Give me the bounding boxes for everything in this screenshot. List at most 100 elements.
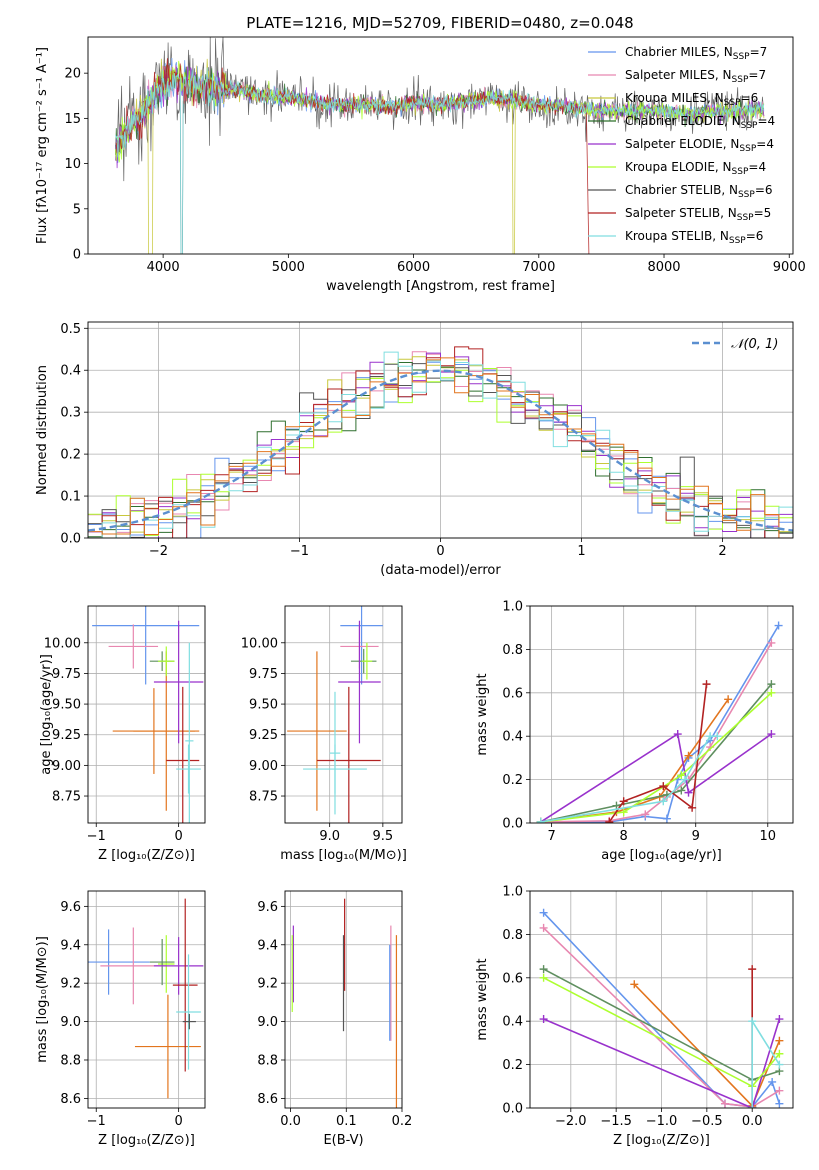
plot-area bbox=[115, 37, 765, 254]
y-tick-label: 9.2 bbox=[257, 977, 278, 992]
x-tick-label: 10 bbox=[760, 829, 777, 844]
legend-entry: Kroupa ELODIE, NSSP=4 bbox=[625, 160, 766, 177]
y-tick-label: 0.4 bbox=[60, 364, 81, 379]
data-point-marker bbox=[684, 788, 693, 797]
x-tick-label: 9 bbox=[692, 829, 700, 844]
legend: Chabrier MILES, NSSP=7 Salpeter MILES, NS… bbox=[588, 45, 775, 246]
x-axis-label: (data-model)/error bbox=[380, 563, 501, 578]
data-point-marker bbox=[702, 680, 711, 689]
data-point-marker bbox=[677, 786, 686, 795]
y-tick-label: 0.0 bbox=[502, 817, 523, 832]
spectrum-line bbox=[115, 67, 765, 254]
y-tick-label: 0.2 bbox=[502, 1058, 523, 1073]
series-line bbox=[540, 625, 780, 823]
x-tick-label: 9.5 bbox=[373, 829, 394, 844]
data-point-marker bbox=[539, 908, 548, 917]
axes-frame bbox=[87, 890, 206, 1109]
x-tick-label: −0.5 bbox=[691, 1114, 723, 1129]
x-tick-label: 2 bbox=[718, 544, 726, 559]
legend-entry: Kroupa STELIB, NSSP=6 bbox=[625, 229, 763, 246]
y-tick-label: 10.00 bbox=[241, 636, 278, 651]
data-point-marker bbox=[662, 814, 671, 823]
x-tick-label: −2.0 bbox=[555, 1114, 587, 1129]
y-tick-label: 0.1 bbox=[60, 490, 81, 505]
axes-frame bbox=[87, 605, 206, 824]
x-axis-label: E(B-V) bbox=[323, 1133, 363, 1148]
legend-entry: Chabrier MILES, NSSP=7 bbox=[625, 45, 767, 62]
x-tick-label: 7 bbox=[547, 829, 555, 844]
age-vs-mass-panel: 9.0 9.5 8.75 9.00 9.25 9.50 9.75 10.00 mass [log… bbox=[241, 605, 407, 863]
y-tick-label: 9.0 bbox=[60, 1015, 81, 1030]
plot-area bbox=[88, 346, 793, 538]
data-point-marker bbox=[677, 771, 686, 780]
data-point-marker bbox=[775, 1036, 784, 1045]
histogram-step bbox=[88, 351, 793, 538]
data-point-marker bbox=[767, 730, 776, 739]
y-tick-label: 0.3 bbox=[60, 406, 81, 421]
y-tick-label: 8.75 bbox=[52, 790, 81, 805]
y-axis-label: Flux [fλ10⁻¹⁷ erg cm⁻² s⁻¹ A⁻¹] bbox=[35, 47, 50, 244]
data-point-marker bbox=[680, 775, 689, 784]
y-tick-label: 0 bbox=[73, 248, 81, 263]
mass-vs-reddening-panel: 0.0 0.1 0.2 8.6 8.8 9.0 9.2 9.4 9.6 E(B-V) bbox=[257, 890, 412, 1148]
x-tick-label: 5000 bbox=[272, 260, 305, 275]
y-axis-label: mass [log₁₀(M/M⊙)] bbox=[35, 936, 50, 1063]
x-tick-label: 6000 bbox=[397, 260, 430, 275]
y-tick-label: 1.0 bbox=[502, 885, 523, 900]
y-tick-label: 0.4 bbox=[502, 1015, 523, 1030]
data-point-marker bbox=[619, 808, 628, 817]
x-tick-label: −1 bbox=[87, 829, 106, 844]
age-vs-metallicity-panel: −1 0 8.75 9.00 9.25 9.50 9.75 10.00 Z [log₁₀(Z/Z… bbox=[39, 605, 206, 863]
y-tick-label: 0.4 bbox=[502, 730, 523, 745]
x-tick-label: 4000 bbox=[147, 260, 180, 275]
mass-weight-vs-metallicity-panel: −2.0 −1.5 −1.0 −0.5 0.0 0.0 0.2 0.4 0.6 0.8 1.0 Z [… bbox=[475, 885, 794, 1148]
data-point-marker bbox=[539, 923, 548, 932]
y-tick-label: 9.4 bbox=[257, 938, 278, 953]
plot-area bbox=[287, 606, 383, 823]
spectrum-line bbox=[115, 58, 765, 254]
y-tick-label: 1.0 bbox=[502, 600, 523, 615]
spectrum-panel: PLATE=1216, MJD=52709, FIBERID=0480, z=0… bbox=[35, 14, 806, 294]
residuals-panel: −2 −1 0 1 2 0.0 0.1 0.2 0.3 0.4 0.5 (data-model)/er… bbox=[35, 321, 794, 578]
x-tick-label: −1 bbox=[290, 544, 309, 559]
y-tick-label: 8.6 bbox=[257, 1092, 278, 1107]
x-axis-label: age [log₁₀(age/yr)] bbox=[601, 848, 722, 863]
x-tick-label: −1.0 bbox=[646, 1114, 678, 1129]
y-axis-label: mass weight bbox=[475, 958, 490, 1040]
y-tick-label: 9.50 bbox=[249, 698, 278, 713]
series-line bbox=[540, 732, 772, 823]
plot-area bbox=[291, 898, 398, 1108]
data-point-marker bbox=[720, 1099, 729, 1108]
x-tick-label: −2 bbox=[149, 544, 168, 559]
mass-vs-metallicity-panel: −1 0 8.6 8.8 9.0 9.2 9.4 9.6 Z [log₁₀(Z/Z⊙)] mass… bbox=[35, 890, 206, 1148]
y-tick-label: 5 bbox=[73, 202, 81, 217]
plot-area bbox=[88, 898, 204, 1099]
x-tick-label: 0.0 bbox=[742, 1114, 763, 1129]
y-tick-label: 9.0 bbox=[257, 1015, 278, 1030]
data-point-marker bbox=[630, 980, 639, 989]
data-point-marker bbox=[748, 965, 757, 974]
y-tick-label: 8.6 bbox=[60, 1092, 81, 1107]
x-tick-label: −1 bbox=[87, 1114, 106, 1129]
x-tick-label: 8000 bbox=[647, 260, 680, 275]
x-axis-label: mass [log₁₀(M/M⊙)] bbox=[280, 848, 407, 863]
x-tick-label: 0.1 bbox=[336, 1114, 357, 1129]
x-tick-label: 0 bbox=[174, 1114, 182, 1129]
y-tick-label: 10.00 bbox=[44, 636, 81, 651]
x-tick-label: 0.0 bbox=[280, 1114, 301, 1129]
data-point-marker bbox=[713, 732, 722, 741]
data-point-marker bbox=[659, 797, 668, 806]
data-point-marker bbox=[724, 695, 733, 704]
y-tick-label: 20 bbox=[64, 67, 81, 82]
y-tick-label: 9.4 bbox=[60, 938, 81, 953]
plot-area bbox=[539, 908, 784, 1108]
y-tick-label: 9.00 bbox=[249, 759, 278, 774]
plot-area bbox=[536, 621, 783, 823]
axes-frame bbox=[284, 605, 403, 824]
y-tick-label: 0.2 bbox=[502, 773, 523, 788]
normal-curve bbox=[88, 369, 793, 532]
y-tick-label: 0.5 bbox=[60, 322, 81, 337]
x-tick-label: 9000 bbox=[773, 260, 806, 275]
y-tick-label: 9.75 bbox=[52, 667, 81, 682]
data-point-marker bbox=[659, 782, 668, 791]
